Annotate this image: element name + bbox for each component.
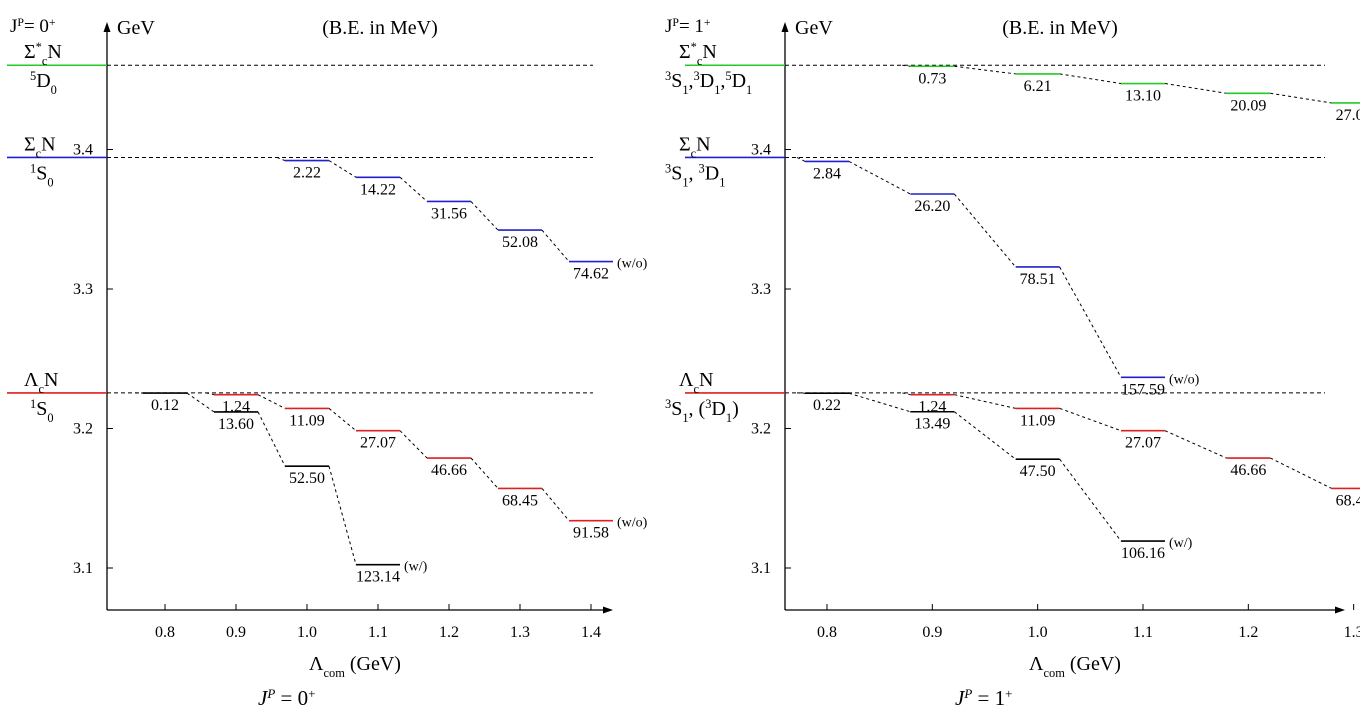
x-tick-label: 1.0 bbox=[297, 624, 317, 641]
x-tick-label: 1.1 bbox=[1133, 624, 1153, 641]
binding-energy-label: 52.50 bbox=[289, 470, 325, 487]
binding-energy-label: 91.58 bbox=[573, 525, 609, 542]
x-tick-label: 1.4 bbox=[581, 624, 601, 641]
x-tick-label: 1.2 bbox=[439, 624, 459, 641]
binding-energy-label: 27.07 bbox=[360, 435, 396, 452]
x-tick-label: 1.1 bbox=[368, 624, 388, 641]
level-connector bbox=[205, 392, 570, 522]
y-tick-label: 3.1 bbox=[751, 560, 771, 577]
binding-energy-label: 0.73 bbox=[918, 70, 946, 87]
binding-energy-label: 78.51 bbox=[1020, 271, 1056, 288]
binding-energy-label: 13.49 bbox=[914, 416, 950, 433]
y-tick-label: 3.4 bbox=[751, 142, 771, 159]
threshold-state: 5D0 bbox=[30, 69, 57, 97]
binding-energy-label: 46.66 bbox=[1230, 462, 1266, 479]
y-tick-label: 3.4 bbox=[73, 142, 93, 159]
series-note: (w/) bbox=[404, 560, 428, 575]
y-tick-label: 3.3 bbox=[73, 281, 93, 298]
threshold-state: 3S1, (3D1) bbox=[665, 397, 739, 425]
y-axis-arrow bbox=[781, 22, 789, 32]
binding-energy-label: 20.09 bbox=[1230, 97, 1266, 114]
x-tick-label: 0.9 bbox=[226, 624, 246, 641]
threshold-name: Σ*cN bbox=[679, 40, 717, 68]
caption: JP = 0+ bbox=[258, 686, 315, 711]
binding-energy-label: 0.12 bbox=[151, 397, 179, 414]
binding-energy-label: 52.08 bbox=[502, 234, 538, 251]
threshold-state: 1S0 bbox=[30, 397, 54, 425]
chart-panel-2: 3.13.23.33.40.80.91.01.11.21.31.41.51.61… bbox=[665, 16, 1360, 711]
chart-title: (B.E. in MeV) bbox=[1002, 17, 1118, 39]
binding-energy-label: 27.04 bbox=[1336, 107, 1360, 124]
x-tick-label: 0.8 bbox=[817, 624, 837, 641]
threshold-name: ΣcN bbox=[24, 133, 56, 160]
x-tick-label: 1.3 bbox=[1344, 624, 1360, 641]
binding-energy-label: 68.45 bbox=[502, 492, 538, 509]
binding-energy-label: 27.07 bbox=[1125, 435, 1161, 452]
y-tick-label: 3.1 bbox=[73, 560, 93, 577]
x-axis-arrow bbox=[603, 606, 613, 614]
y-tick-label: 3.3 bbox=[751, 281, 771, 298]
y-axis-unit: GeV bbox=[117, 17, 155, 39]
jp-label: JP= 1+ bbox=[665, 16, 711, 38]
binding-energy-label: 11.09 bbox=[1020, 412, 1055, 429]
binding-energy-label: 26.20 bbox=[914, 198, 950, 215]
binding-energy-label: 1.24 bbox=[222, 399, 250, 416]
level-connector bbox=[796, 392, 1122, 542]
y-tick-label: 3.2 bbox=[73, 421, 93, 438]
jp-label: JP= 0+ bbox=[10, 16, 56, 38]
x-tick-label: 1.3 bbox=[510, 624, 530, 641]
binding-energy-label: 13.60 bbox=[218, 416, 254, 433]
binding-energy-label: 74.62 bbox=[573, 266, 609, 283]
y-axis-unit: GeV bbox=[795, 17, 833, 39]
binding-energy-label: 1.24 bbox=[918, 399, 946, 416]
binding-energy-label: 14.22 bbox=[360, 181, 396, 198]
threshold-state: 3S1,3D1,5D1 bbox=[665, 69, 752, 97]
level-connector bbox=[276, 156, 570, 262]
x-tick-label: 1.0 bbox=[1028, 624, 1048, 641]
binding-energy-label: 2.84 bbox=[813, 165, 841, 182]
y-tick-label: 3.2 bbox=[751, 421, 771, 438]
threshold-name: Σ*cN bbox=[24, 40, 62, 68]
series-note: (w/o) bbox=[617, 257, 648, 272]
binding-energy-label: 123.14 bbox=[356, 569, 400, 586]
level-connector bbox=[902, 392, 1332, 489]
level-connector bbox=[796, 157, 1122, 378]
binding-energy-label: 0.22 bbox=[813, 397, 841, 414]
binding-energy-label: 13.10 bbox=[1125, 88, 1161, 105]
caption: JP = 1+ bbox=[955, 686, 1012, 711]
threshold-state: 1S0 bbox=[30, 161, 54, 189]
x-axis-label: Λcom (GeV) bbox=[309, 653, 401, 680]
threshold-state: 3S1, 3D1 bbox=[665, 161, 725, 189]
x-tick-label: 1.2 bbox=[1238, 624, 1258, 641]
x-axis-label: Λcom (GeV) bbox=[1029, 653, 1121, 680]
threshold-name: ΛcN bbox=[679, 369, 713, 396]
threshold-name: ΣcN bbox=[679, 133, 711, 160]
x-axis-arrow bbox=[1335, 606, 1345, 614]
chart-panel-1: 3.1 3.2 3.3 3.4 0.8 0.9 1.0 1.1 1.2 1.3 1.4 GeV (B.E… bbox=[7, 16, 648, 711]
binding-energy-label: 47.50 bbox=[1020, 463, 1056, 480]
binding-energy-label: 31.56 bbox=[431, 205, 467, 222]
threshold-name: ΛcN bbox=[24, 369, 58, 396]
level-connector bbox=[902, 64, 1332, 104]
binding-energy-label: 2.22 bbox=[293, 165, 321, 182]
binding-energy-label: 46.66 bbox=[431, 462, 467, 479]
series-note: (w/o) bbox=[1169, 372, 1200, 387]
binding-energy-label: 157.59 bbox=[1121, 381, 1165, 398]
binding-energy-label: 6.21 bbox=[1024, 78, 1052, 95]
x-tick-label: 0.8 bbox=[155, 624, 175, 641]
binding-energy-label: 106.16 bbox=[1121, 545, 1165, 562]
x-tick-label: 0.9 bbox=[922, 624, 942, 641]
binding-energy-label: 11.09 bbox=[289, 412, 324, 429]
y-axis-arrow bbox=[103, 22, 111, 32]
series-note: (w/o) bbox=[617, 516, 648, 531]
binding-energy-label: 68.45 bbox=[1336, 492, 1360, 509]
series-note: (w/) bbox=[1169, 536, 1193, 551]
chart-title: (B.E. in MeV) bbox=[322, 17, 438, 39]
